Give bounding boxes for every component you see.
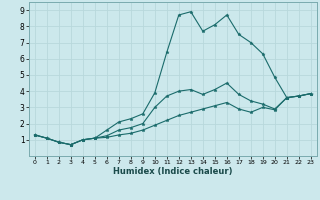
X-axis label: Humidex (Indice chaleur): Humidex (Indice chaleur) — [113, 167, 233, 176]
